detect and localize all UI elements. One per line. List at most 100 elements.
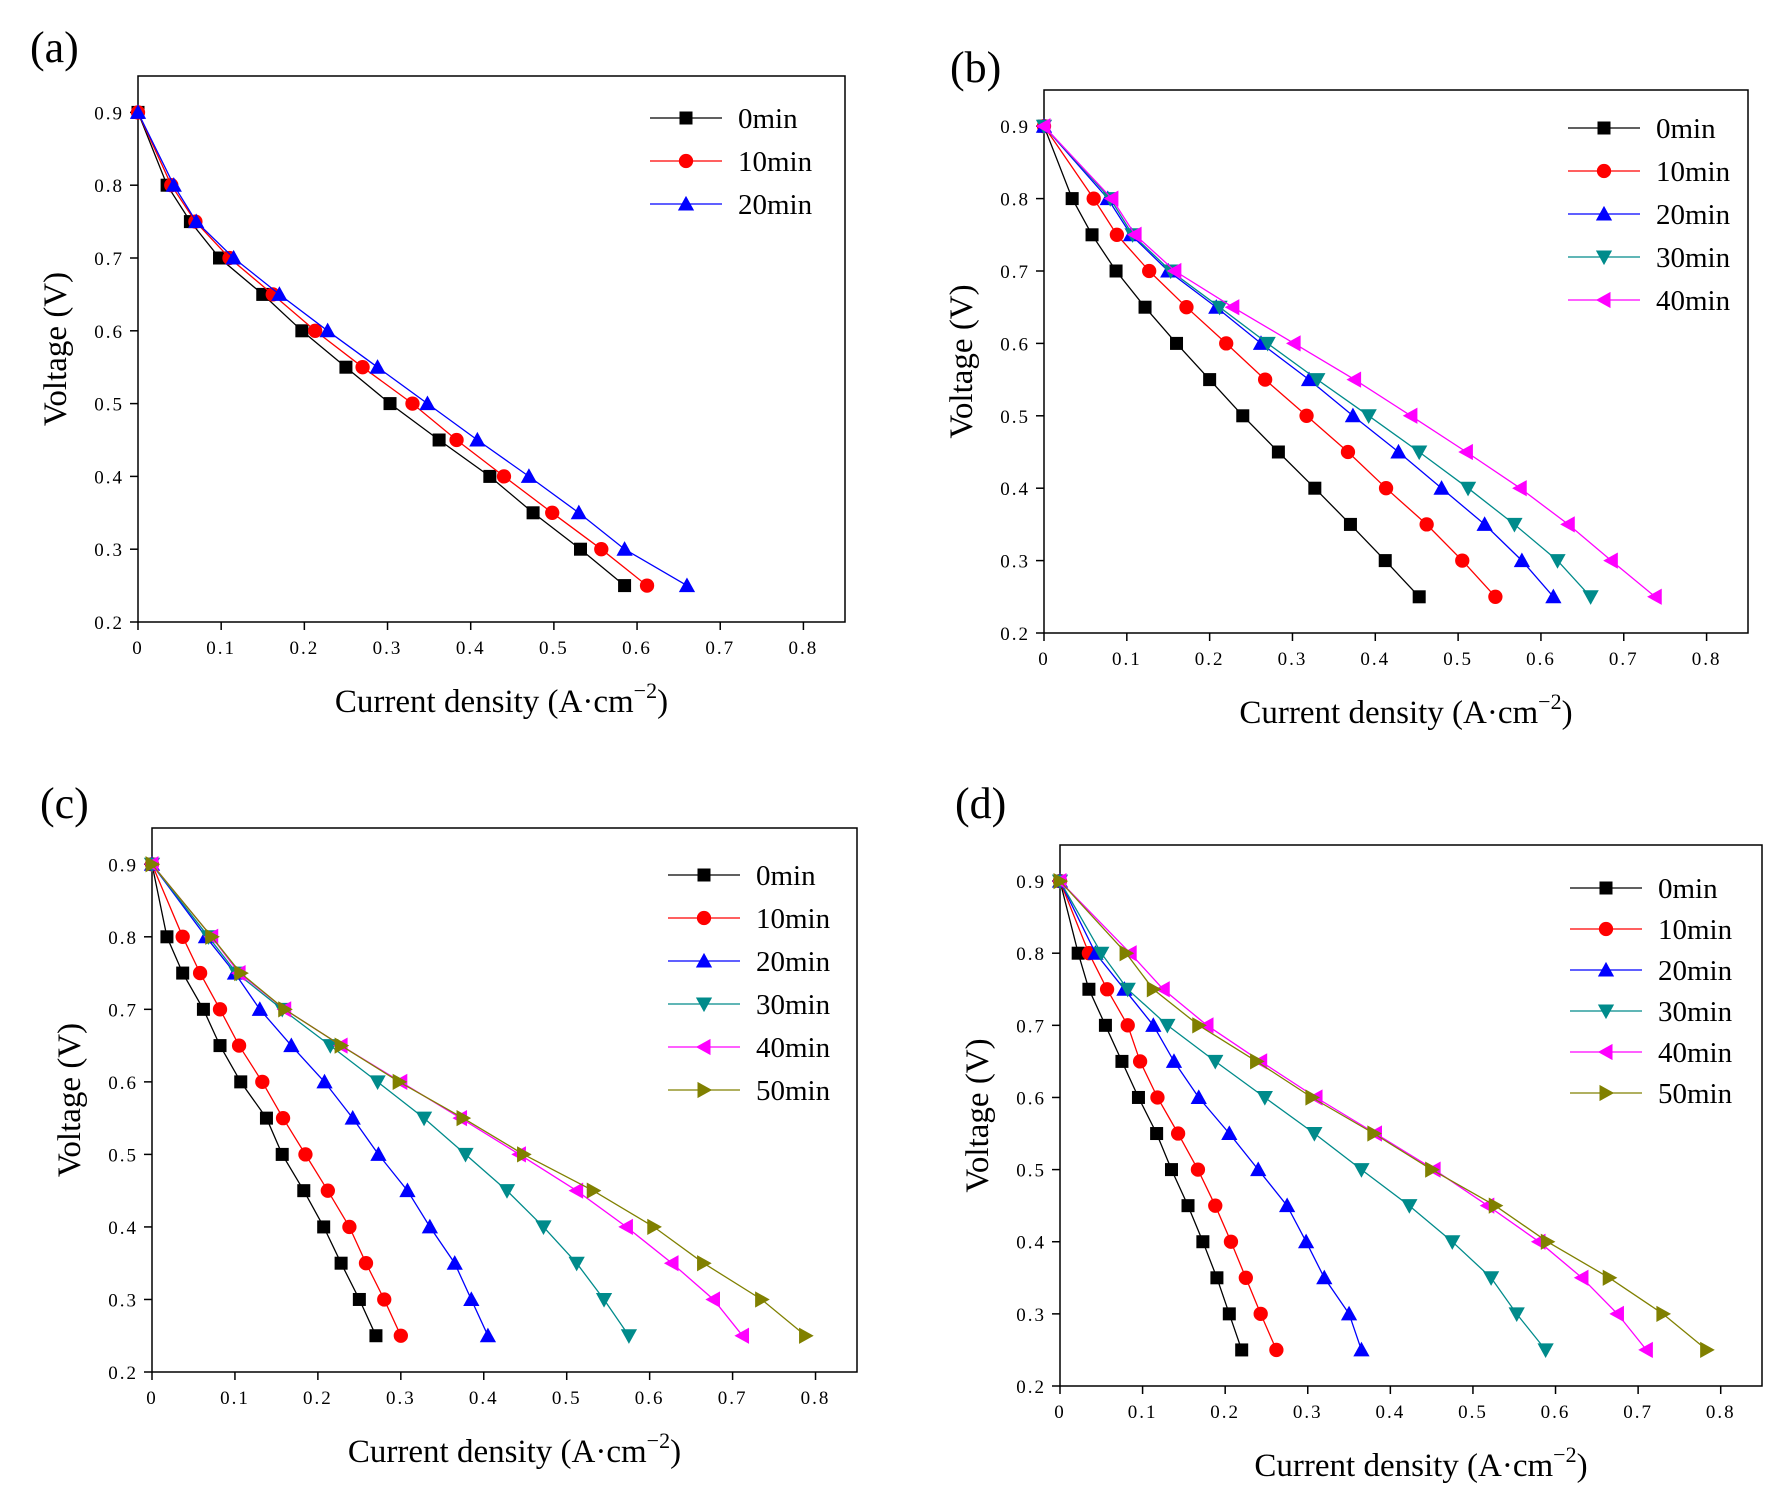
y-tick-label: 0.5 — [94, 395, 124, 416]
legend-label: 0min — [1658, 873, 1718, 905]
data-point-10min — [1219, 336, 1234, 351]
legend-label: 10min — [1656, 156, 1731, 188]
data-point-40min — [1286, 335, 1301, 352]
x-tick-label: 0.4 — [456, 638, 486, 659]
data-point-10min — [545, 505, 560, 520]
data-point-0min — [383, 397, 397, 411]
data-point-20min — [1316, 1269, 1333, 1285]
data-point-10min — [1208, 1198, 1223, 1213]
data-point-20min — [129, 104, 147, 119]
data-point-50min — [1192, 1017, 1207, 1034]
x-axis-label: Current density (A·cm−2) — [348, 1428, 681, 1470]
x-tick-label: 0.4 — [1360, 649, 1390, 670]
y-axis-label: Voltage (V) — [52, 1023, 88, 1177]
data-point-20min — [316, 1073, 333, 1089]
y-tick-label: 0.2 — [1016, 1377, 1046, 1398]
y-tick-label: 0.3 — [1016, 1305, 1046, 1326]
data-point-0min — [1271, 445, 1285, 459]
data-point-20min — [271, 286, 288, 301]
data-point-0min — [1065, 192, 1079, 206]
legend-label: 40min — [1656, 285, 1731, 317]
data-point-50min — [234, 964, 249, 982]
data-point-0min — [275, 1147, 289, 1161]
x-tick-label: 0 — [132, 638, 144, 659]
data-point-10min — [594, 542, 609, 557]
panel-label: (b) — [950, 43, 1001, 92]
data-point-40min — [1166, 262, 1182, 280]
data-point-10min — [393, 1328, 408, 1343]
data-point-30min — [1401, 1199, 1418, 1214]
y-tick-label: 0.5 — [1016, 1161, 1046, 1182]
data-point-0min — [432, 433, 446, 447]
data-point-10min — [639, 578, 655, 593]
y-tick-label: 0.7 — [1000, 262, 1030, 283]
data-point-50min — [1119, 945, 1135, 962]
y-tick-label: 0.5 — [108, 1145, 138, 1166]
data-point-40min — [1638, 1341, 1653, 1359]
data-point-50min — [1053, 872, 1069, 890]
legend-marker — [1599, 1084, 1615, 1102]
data-point-0min — [1131, 1090, 1145, 1104]
data-point-30min — [1582, 590, 1599, 605]
data-point-10min — [308, 323, 323, 338]
data-point-0min — [1308, 481, 1322, 495]
series-line-20min — [1043, 125, 1554, 598]
data-point-0min — [1138, 300, 1152, 314]
x-tick-label: 0.2 — [1195, 649, 1225, 670]
data-point-30min — [1306, 1127, 1323, 1142]
x-tick-label: 0.5 — [552, 1388, 582, 1409]
data-point-30min — [457, 1147, 474, 1163]
x-tick-label: 0.6 — [622, 638, 652, 659]
y-tick-label: 0.5 — [1000, 407, 1030, 428]
data-point-0min — [352, 1292, 366, 1306]
data-point-0min — [1082, 982, 1096, 996]
data-point-20min — [1390, 443, 1407, 459]
x-tick-label: 0.1 — [1128, 1402, 1158, 1423]
data-point-10min — [449, 432, 464, 448]
data-point-10min — [1269, 1342, 1284, 1358]
data-point-0min — [176, 966, 190, 980]
legend-marker — [1597, 121, 1611, 135]
data-point-30min — [535, 1220, 552, 1236]
legend-label: 10min — [1658, 914, 1733, 946]
data-point-10min — [1179, 300, 1194, 315]
y-tick-label: 0.4 — [108, 1218, 138, 1239]
data-point-0min — [1343, 517, 1357, 531]
plot-frame — [1043, 89, 1749, 634]
data-point-50min — [586, 1182, 602, 1199]
data-point-20min — [1190, 1089, 1207, 1104]
x-axis-label: Current density (A·cm−2) — [1254, 1442, 1587, 1484]
data-point-40min — [1126, 226, 1142, 243]
data-point-0min — [483, 469, 497, 483]
panel-label: (c) — [40, 779, 89, 828]
data-point-50min — [799, 1327, 814, 1344]
data-point-20min — [616, 541, 633, 556]
data-point-20min — [421, 1218, 438, 1234]
data-point-30min — [1444, 1235, 1461, 1250]
data-point-30min — [1506, 517, 1523, 533]
data-point-20min — [1344, 407, 1362, 423]
x-tick-label: 0.5 — [1458, 1402, 1488, 1423]
x-axis-label: Current density (A·cm−2) — [335, 678, 668, 720]
data-point-10min — [1086, 191, 1101, 206]
legend-label: 0min — [756, 860, 816, 892]
data-point-10min — [275, 1110, 291, 1126]
data-point-0min — [1085, 228, 1099, 242]
data-point-20min — [1145, 1017, 1162, 1032]
data-point-20min — [1165, 1053, 1183, 1068]
legend-label: 50min — [1658, 1078, 1733, 1110]
legend-marker — [697, 868, 711, 882]
x-tick-label: 0.8 — [1706, 1402, 1736, 1423]
data-point-20min — [419, 395, 436, 411]
data-point-10min — [342, 1219, 357, 1235]
data-point-20min — [1513, 552, 1531, 568]
data-point-40min — [734, 1327, 750, 1344]
y-tick-label: 0.8 — [1016, 944, 1046, 965]
y-tick-label: 0.9 — [108, 855, 138, 876]
data-point-40min — [663, 1255, 679, 1272]
data-point-10min — [320, 1183, 335, 1198]
data-point-50min — [1602, 1269, 1618, 1286]
x-tick-label: 0.8 — [1692, 649, 1722, 670]
y-tick-label: 0.6 — [108, 1073, 138, 1094]
